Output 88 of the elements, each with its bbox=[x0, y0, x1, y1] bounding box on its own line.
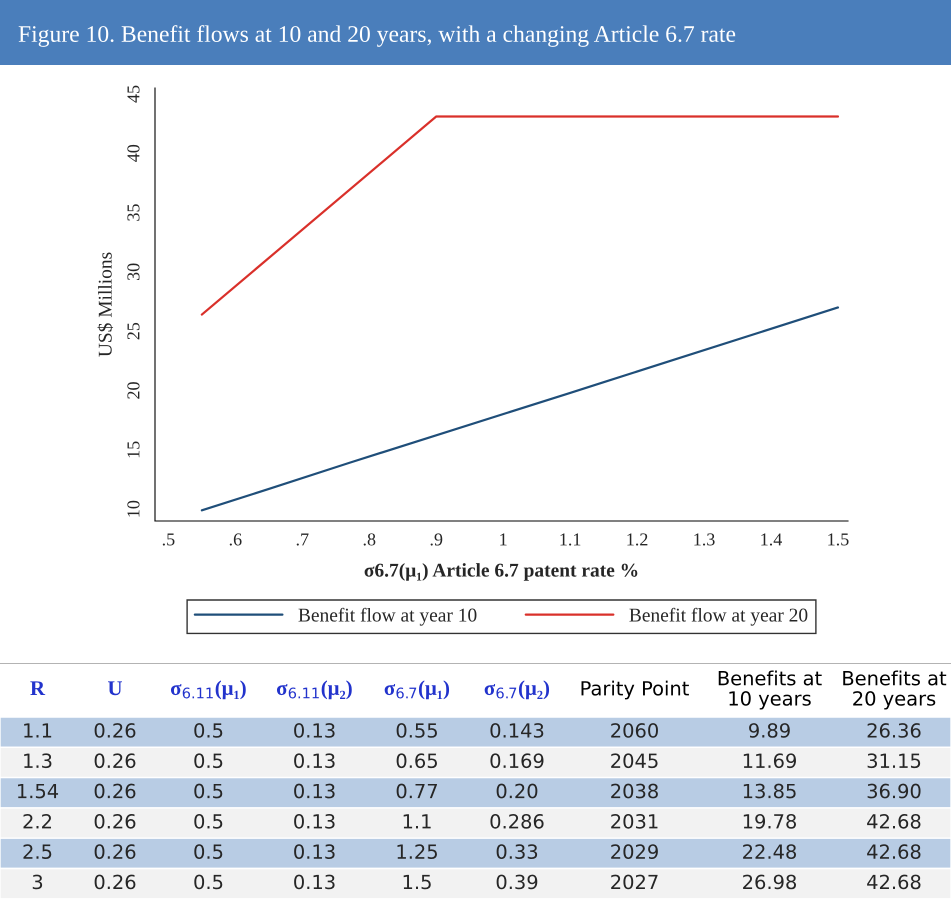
x-tick-label: 1.5 bbox=[828, 533, 849, 546]
text: 0.5 bbox=[194, 844, 222, 859]
text: 1.54 bbox=[18, 784, 58, 798]
y-axis-title: US$ Millions bbox=[97, 252, 114, 357]
text: 22.48 bbox=[743, 844, 796, 859]
x-tick-label: .5 bbox=[162, 534, 174, 546]
text: 1.25 bbox=[397, 844, 437, 859]
text: 1.1 bbox=[24, 723, 52, 738]
text: 1.3 bbox=[24, 753, 52, 768]
text: 0.55 bbox=[396, 723, 437, 738]
category-label: σ$_{6.11}$(μ₁) bbox=[170, 680, 246, 700]
y-tick-label: 15 bbox=[127, 442, 140, 458]
text: 42.68 bbox=[867, 874, 920, 890]
x-tick-label: 1.4 bbox=[761, 533, 782, 546]
text: 0.13 bbox=[294, 784, 335, 798]
text: 0.39 bbox=[496, 874, 538, 890]
text: 0.13 bbox=[294, 874, 335, 890]
text: 2.5 bbox=[23, 844, 52, 859]
x-tick-label: .6 bbox=[230, 533, 242, 546]
text: 0.13 bbox=[294, 753, 335, 768]
text: 2.2 bbox=[23, 814, 52, 828]
text: 0.26 bbox=[94, 814, 136, 829]
text: 19.78 bbox=[744, 814, 796, 829]
text: 31.15 bbox=[868, 753, 920, 768]
text: 0.143 bbox=[490, 723, 544, 738]
y-tick-label: 35 bbox=[127, 204, 140, 221]
y-tick-label: 40 bbox=[127, 144, 140, 162]
category-label: σ$_{6.7}$(μ₁) bbox=[384, 680, 450, 700]
text: 13.85 bbox=[744, 784, 796, 798]
text: 0.13 bbox=[294, 844, 335, 859]
text: 2038 bbox=[611, 784, 658, 798]
text: 0.26 bbox=[94, 874, 136, 890]
category-label: R bbox=[30, 681, 46, 696]
x-tick-label: .7 bbox=[296, 534, 309, 546]
text: 2060 bbox=[611, 723, 658, 738]
x-tick-label: 1.2 bbox=[627, 533, 648, 546]
text: 2031 bbox=[611, 814, 658, 829]
text: 0.13 bbox=[294, 723, 335, 738]
text: 26.98 bbox=[743, 874, 796, 890]
text: 0.169 bbox=[490, 753, 544, 768]
line-series bbox=[200, 306, 840, 512]
text: 0.5 bbox=[194, 753, 222, 768]
text: 0.26 bbox=[94, 753, 136, 768]
category-label: Benefits at 10 years bbox=[718, 670, 822, 710]
y-tick-label: 25 bbox=[127, 322, 140, 340]
text: 0.5 bbox=[194, 814, 222, 829]
y-tick-label: 45 bbox=[127, 86, 140, 103]
text: 1.5 bbox=[404, 874, 431, 890]
x-tick-label: 1 bbox=[500, 533, 507, 546]
category-label: Benefits at 20 years bbox=[843, 670, 946, 710]
chart-title: Figure 10. Benefit flows at 10 and 20 years, with a changing Article 6.7 rate bbox=[18, 25, 736, 47]
text: 1.1 bbox=[404, 814, 431, 828]
text: 0.65 bbox=[396, 753, 437, 768]
text: 2027 bbox=[611, 874, 658, 890]
category-label: Parity Point bbox=[582, 680, 689, 700]
legend-label: Benefit flow at year 10 bbox=[298, 608, 476, 626]
text: 0.286 bbox=[490, 814, 544, 829]
text: 0.77 bbox=[396, 784, 437, 798]
legend-label: Benefit flow at year 20 bbox=[629, 608, 808, 626]
text: 0.26 bbox=[94, 844, 136, 859]
text: 0.33 bbox=[496, 844, 538, 859]
x-axis-title: σ6.7(μ₁) Article 6.7 patent rate % bbox=[364, 563, 638, 581]
text: 3 bbox=[32, 874, 42, 890]
x-tick-label: 1.3 bbox=[694, 533, 715, 546]
text: 36.90 bbox=[868, 784, 921, 798]
text: 0.5 bbox=[194, 723, 222, 738]
x-tick-label: .9 bbox=[430, 533, 442, 546]
text: 2029 bbox=[611, 844, 658, 859]
text: 2045 bbox=[611, 753, 658, 768]
x-tick-label: 1.1 bbox=[560, 533, 580, 546]
x-tick-label: .8 bbox=[364, 533, 376, 546]
text: 0.13 bbox=[294, 814, 335, 829]
text: 26.36 bbox=[868, 723, 921, 738]
text: 9.89 bbox=[749, 723, 790, 738]
text: 0.26 bbox=[94, 784, 136, 798]
text: 0.26 bbox=[94, 723, 136, 738]
category-label: U bbox=[108, 681, 122, 696]
category-label: σ$_{6.7}$(μ₂) bbox=[484, 680, 550, 700]
text: 42.68 bbox=[867, 844, 920, 859]
text: 42.68 bbox=[867, 814, 920, 829]
category-label: σ$_{6.11}$(μ₂) bbox=[276, 680, 352, 700]
text: 11.69 bbox=[744, 753, 796, 768]
y-tick-label: 10 bbox=[127, 500, 140, 517]
y-tick-label: 30 bbox=[127, 264, 140, 280]
text: 0.5 bbox=[194, 874, 222, 890]
text: 0.5 bbox=[194, 784, 222, 798]
text: 0.20 bbox=[496, 784, 538, 798]
y-tick-label: 20 bbox=[127, 382, 140, 399]
